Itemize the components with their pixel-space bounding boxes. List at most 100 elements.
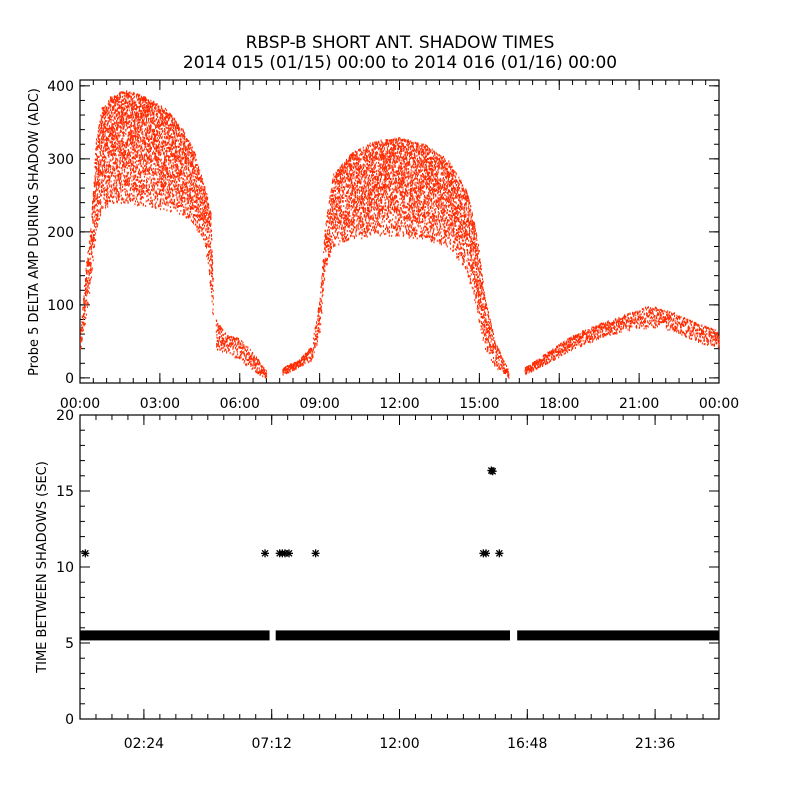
- data-point: [113, 123, 115, 126]
- data-point: [176, 163, 178, 166]
- data-point: [192, 221, 194, 223]
- data-point: [176, 153, 178, 156]
- data-point: [141, 112, 143, 114]
- data-point: [177, 125, 179, 128]
- data-point: [125, 142, 127, 145]
- data-point: [87, 251, 89, 254]
- data-point: [222, 350, 223, 353]
- data-point: [211, 238, 213, 241]
- data-point: [151, 199, 153, 202]
- data-point: [166, 170, 168, 173]
- data-point: [159, 177, 161, 180]
- data-point: [219, 327, 221, 330]
- data-point: [130, 139, 131, 142]
- data-point: [191, 174, 193, 177]
- data-point: [128, 195, 130, 198]
- data-point: [167, 147, 169, 149]
- data-point: [190, 196, 191, 199]
- data-point: [124, 149, 126, 152]
- data-point: [172, 165, 174, 168]
- data-point: [101, 205, 103, 208]
- data-point: [168, 163, 170, 166]
- data-point: [189, 191, 191, 194]
- data-point: [82, 326, 84, 329]
- data-point: [113, 144, 115, 147]
- data-point: [217, 343, 219, 345]
- data-point: [106, 188, 108, 191]
- data-point: [144, 168, 146, 171]
- data-point: [96, 225, 98, 228]
- data-point: [177, 135, 179, 137]
- data-point: [85, 292, 87, 295]
- data-point: [169, 199, 171, 202]
- data-point: [202, 210, 204, 213]
- data-point: [129, 120, 131, 123]
- data-point: [168, 175, 170, 178]
- data-point: [155, 139, 157, 142]
- data-point: [177, 123, 179, 126]
- data-point: [92, 205, 94, 208]
- data-point: [183, 131, 185, 134]
- data-point: [155, 157, 157, 160]
- data-point: [179, 154, 181, 157]
- data-point: [115, 135, 117, 138]
- data-point: [164, 155, 166, 158]
- data-point: [133, 92, 135, 95]
- data-point: [136, 153, 138, 156]
- data-point: [154, 181, 156, 184]
- data-point: [200, 180, 202, 183]
- data-point: [210, 241, 212, 244]
- data-point: [185, 208, 187, 211]
- data-point: [133, 197, 135, 200]
- data-point: [149, 147, 151, 150]
- data-point: [169, 147, 171, 149]
- data-point: [161, 110, 163, 113]
- data-point: [144, 134, 146, 137]
- data-point: [127, 180, 129, 182]
- data-point: [166, 209, 168, 212]
- data-point: [159, 188, 161, 191]
- data-point: [197, 194, 199, 196]
- data-point: [151, 128, 153, 131]
- data-point: [155, 145, 157, 148]
- data-point: [149, 148, 151, 151]
- data-point: [210, 287, 212, 290]
- data-point: [105, 142, 107, 145]
- data-point: [106, 127, 108, 130]
- data-point: [136, 106, 138, 108]
- data-point: [131, 132, 133, 135]
- data-point: [117, 122, 119, 125]
- data-point: [153, 157, 155, 160]
- data-point: [110, 130, 112, 133]
- data-point: [125, 121, 126, 123]
- data-point: [204, 186, 206, 188]
- data-point: [157, 151, 159, 154]
- data-point: [101, 132, 103, 134]
- data-point: [85, 277, 87, 279]
- data-point: [154, 138, 156, 141]
- data-point: [112, 97, 114, 100]
- data-point: [189, 213, 191, 216]
- data-point: [150, 125, 152, 128]
- data-point: [113, 174, 115, 177]
- data-point: [94, 193, 96, 196]
- data-point: [152, 121, 154, 124]
- data-point: [148, 192, 150, 195]
- data-point: [149, 176, 151, 179]
- data-point: [145, 185, 147, 188]
- data-point: [101, 173, 103, 176]
- data-point: [102, 160, 104, 162]
- data-point: [199, 178, 201, 181]
- data-point: [173, 124, 175, 127]
- data-point: [136, 95, 138, 97]
- data-point: [108, 120, 110, 123]
- data-point: [193, 167, 195, 170]
- data-point: [149, 155, 151, 158]
- data-point: [138, 180, 140, 183]
- data-point: [140, 129, 142, 132]
- data-point: [112, 169, 114, 172]
- data-point: [157, 111, 159, 113]
- data-point: [119, 129, 121, 132]
- data-point: [176, 135, 178, 138]
- data-point: [112, 196, 114, 199]
